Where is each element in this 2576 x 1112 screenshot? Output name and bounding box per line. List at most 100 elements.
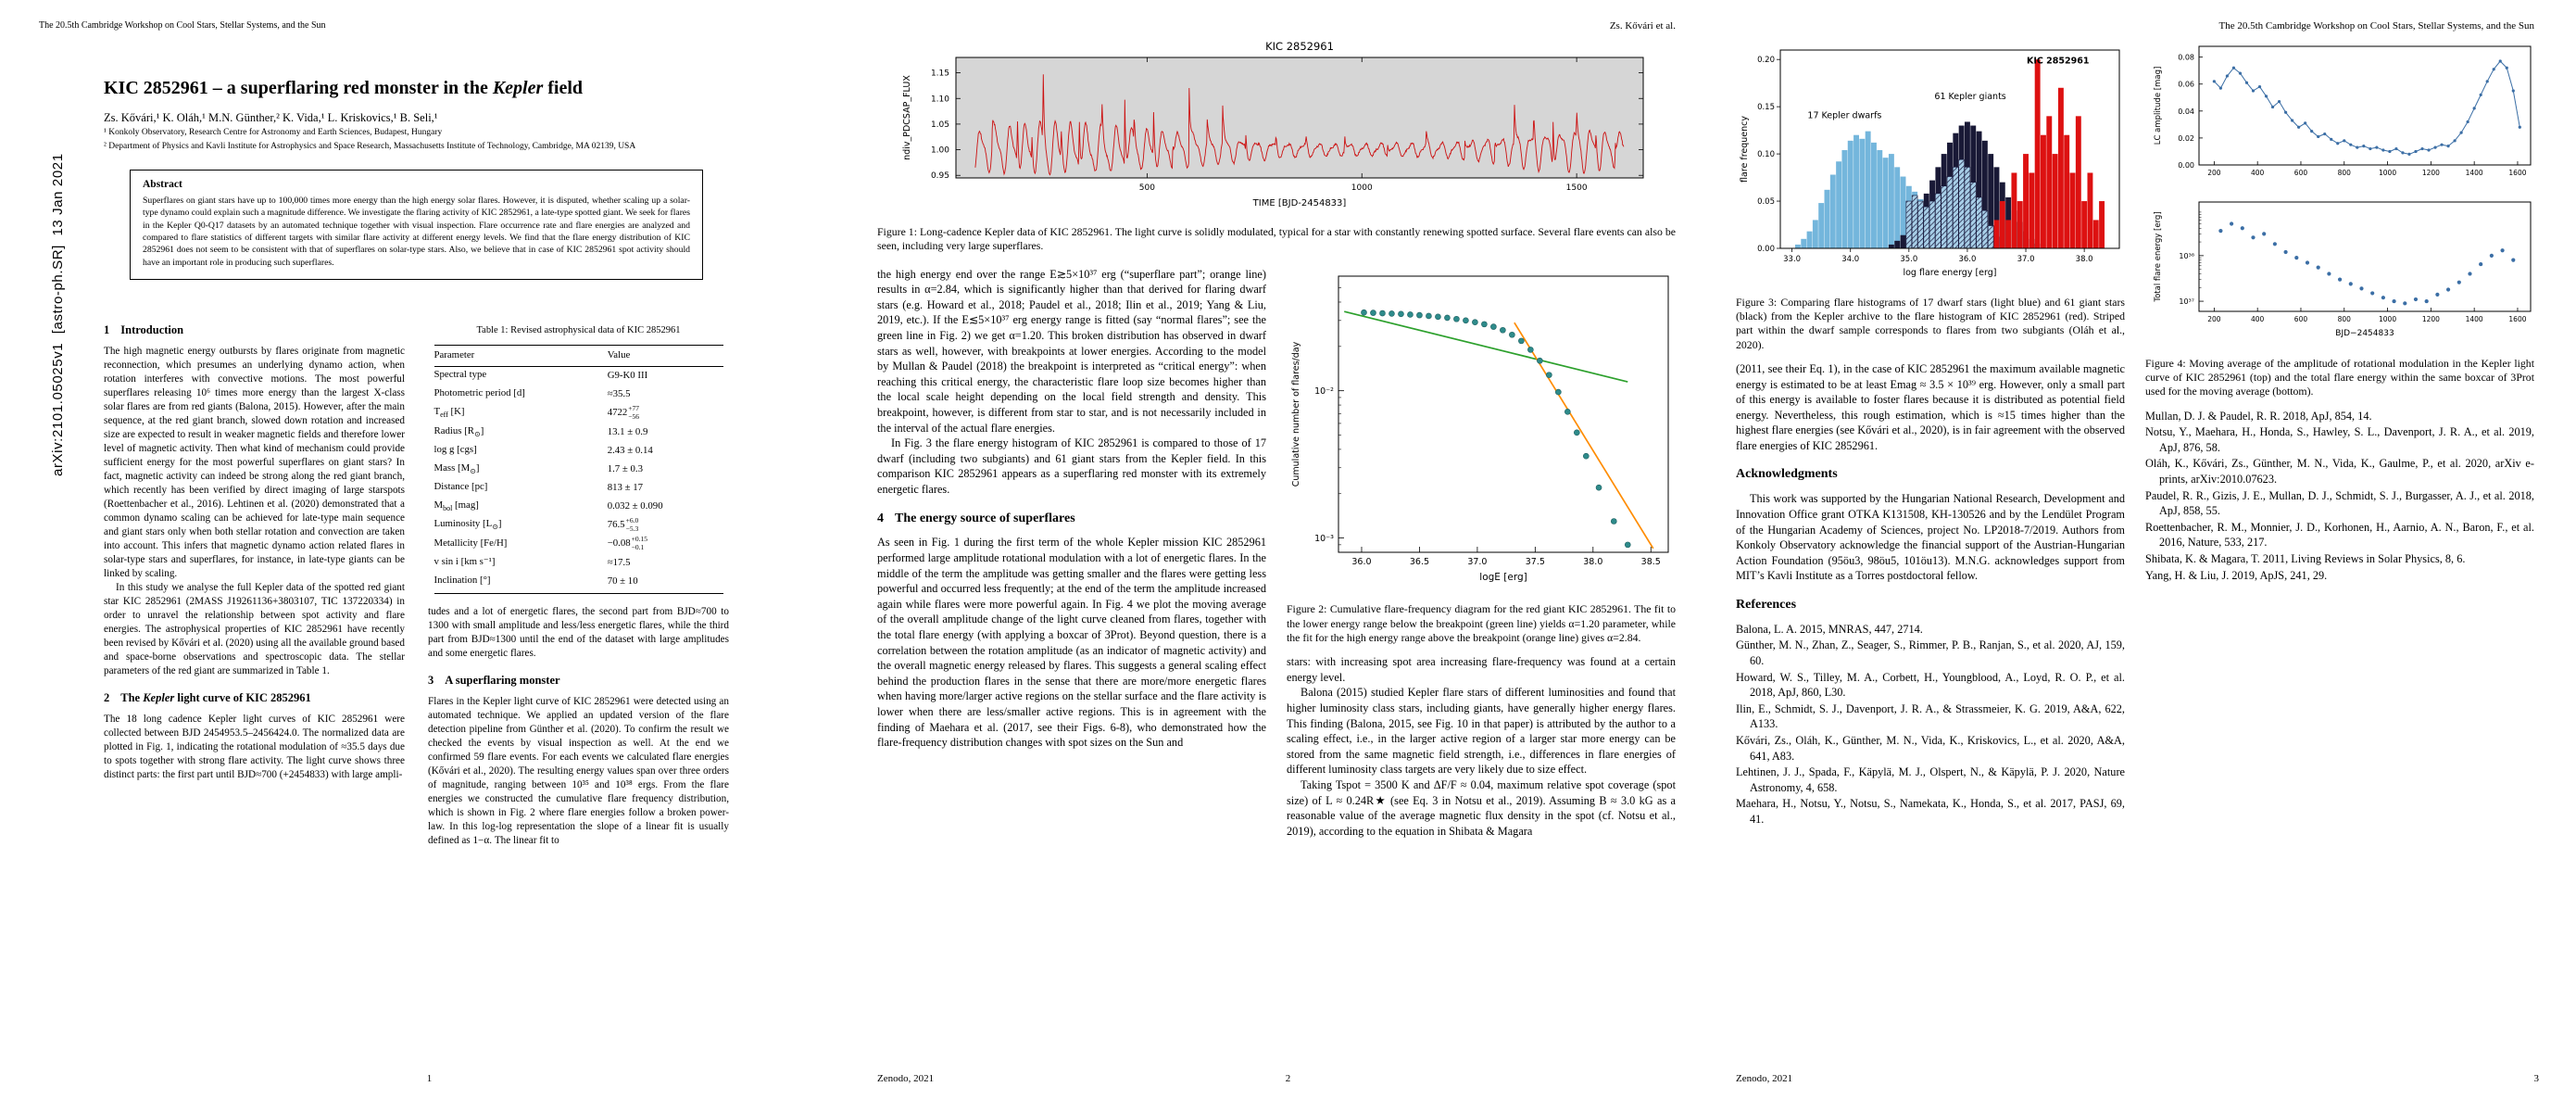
section-2-heading: 2 The Kepler light curve of KIC 2852961: [104, 690, 311, 704]
table-row: Teff [K] 4722 +77 −56: [434, 404, 640, 421]
table-row: log g [cgs] 2.43 ± 0.14: [434, 443, 653, 456]
running-header: Zs. Kővári et al.: [1609, 20, 1676, 32]
svg-text:1.10: 1.10: [931, 95, 949, 104]
svg-text:1000: 1000: [1351, 183, 1373, 193]
body-paragraph: In Fig. 3 the flare energy histogram of …: [877, 436, 1266, 496]
svg-text:1.15: 1.15: [931, 70, 949, 79]
svg-text:38.0: 38.0: [1583, 557, 1602, 567]
svg-text:1500: 1500: [1566, 183, 1588, 193]
reference-list-left: Balona, L. A. 2015, MNRAS, 447, 2714. Gü…: [1736, 622, 2125, 828]
svg-text:38.0: 38.0: [2076, 255, 2093, 264]
reference-item: Balona, L. A. 2015, MNRAS, 447, 2714.: [1736, 622, 1923, 636]
svg-text:0.02: 0.02: [2178, 134, 2194, 143]
two-column-area: 0.00 0.05 0.10 0.15 0.20 33.0 34.0 35.0 36.0 37.0…: [1736, 37, 2534, 828]
svg-text:flare frequency: flare frequency: [1740, 116, 1750, 183]
body-paragraph: This work was supported by the Hungarian…: [1736, 492, 2125, 583]
running-header: The 20.5th Cambridge Workshop on Cool St…: [2218, 20, 2534, 32]
abstract-text: Superflares on giant stars have up to 10…: [143, 195, 690, 268]
right-column: Table 1: Revised astrophysical data of K…: [428, 322, 729, 848]
svg-text:0.08: 0.08: [2178, 54, 2194, 62]
svg-text:0.04: 0.04: [2178, 107, 2194, 116]
svg-text:ndiv_PDCSAP_FLUX: ndiv_PDCSAP_FLUX: [902, 75, 912, 160]
page-number: 1: [426, 1073, 433, 1084]
svg-text:800: 800: [2338, 169, 2352, 177]
figure-4: 0.00 0.02 0.04 0.06 0.08 200 400 600 800 1000 1200…: [2145, 37, 2534, 399]
body-paragraph: The 18 long cadence Kepler light curves …: [104, 713, 405, 780]
table-1: Parameter Value Spectral type G9-K0 III P…: [434, 345, 723, 594]
svg-text:10⁻²: 10⁻²: [1314, 386, 1334, 397]
two-column-area: 1 Introduction The high magnetic energy o…: [104, 322, 729, 848]
table-row: Luminosity [L⊙] 76.5 +6.0 −5.3: [434, 515, 639, 533]
two-column-area: the high energy end over the range E≳5×1…: [877, 267, 1676, 840]
affiliation-2: ² Department of Physics and Kavli Instit…: [104, 141, 636, 151]
svg-text:500: 500: [1139, 183, 1155, 193]
svg-text:600: 600: [2294, 315, 2308, 323]
table-row: Photometric period [d] ≈35.5: [434, 387, 631, 400]
references-heading: References: [1736, 597, 1797, 612]
figure-3-canvas: 0.00 0.05 0.10 0.15 0.20 33.0 34.0 35.0 36.0 37.0…: [1736, 37, 2125, 290]
svg-text:10³⁸: 10³⁸: [2179, 252, 2194, 260]
svg-text:Cumulative number of flares/da: Cumulative number of flares/day: [1291, 341, 1301, 486]
body-paragraph: In this study we analyse the full Kepler…: [104, 581, 405, 676]
svg-text:10³⁷: 10³⁷: [2179, 297, 2194, 306]
table-row: Spectral type G9-K0 III: [434, 369, 648, 382]
figure-4-caption: Figure 4: Moving average of the amplitud…: [2145, 356, 2534, 398]
page-1-body: KIC 2852961 – a superflaring red monster…: [104, 78, 729, 848]
page-2-body: KIC 2852961 0.95 1.00 1.05 1.10 1.15 500 1000 15…: [877, 37, 1676, 839]
abstract-heading: Abstract: [143, 178, 182, 190]
reference-item: Paudel, R. R., Gizis, J. E., Mullan, D. …: [2145, 488, 2534, 518]
reference-item: Notsu, Y., Maehara, H., Honda, S., Hawle…: [2145, 425, 2534, 454]
left-column: 0.00 0.05 0.10 0.15 0.20 33.0 34.0 35.0 36.0 37.0…: [1736, 37, 2125, 828]
svg-text:17 Kepler dwarfs: 17 Kepler dwarfs: [1807, 110, 1881, 120]
table-1-caption: Table 1: Revised astrophysical data of K…: [476, 325, 681, 335]
svg-text:TIME [BJD-2454833]: TIME [BJD-2454833]: [1252, 198, 1347, 208]
reference-item: Howard, W. S., Tilley, M. A., Corbett, H…: [1736, 670, 2125, 700]
svg-text:38.5: 38.5: [1641, 557, 1661, 567]
svg-text:800: 800: [2338, 315, 2352, 323]
section-4-heading: 4 The energy source of superflares: [877, 511, 1075, 525]
svg-text:37.0: 37.0: [1467, 557, 1487, 567]
svg-text:200: 200: [2207, 315, 2221, 323]
reference-item: Mullan, D. J. & Paudel, R. R. 2018, ApJ,…: [2145, 409, 2372, 423]
svg-text:1000: 1000: [2379, 315, 2396, 323]
right-column: 0.00 0.02 0.04 0.06 0.08 200 400 600 800 1000 1200…: [2145, 37, 2534, 828]
table-row: Mass [M⊙] 1.7 ± 0.3: [434, 461, 644, 475]
table-col-value: Value: [607, 345, 723, 367]
body-paragraph: Taking Tspot = 3500 K and ΔF/F ≈ 0.04, m…: [1287, 777, 1676, 838]
svg-text:1.05: 1.05: [931, 120, 949, 130]
footer-zenodo: Zenodo, 2021: [877, 1073, 935, 1084]
paper-title: KIC 2852961 – a superflaring red monster…: [104, 78, 584, 98]
body-paragraph: stars: with increasing spot area increas…: [1287, 655, 1676, 684]
table-row: Mbol [mag] 0.032 ± 0.090: [434, 499, 663, 513]
figure-1-caption: Figure 1: Long-cadence Kepler data of KI…: [877, 225, 1676, 253]
page-3: The 20.5th Cambridge Workshop on Cool St…: [1717, 0, 2576, 1112]
svg-text:37.0: 37.0: [2017, 255, 2035, 264]
table-row: Inclination [°] 70 ± 10: [434, 572, 723, 594]
acknowledgments-heading: Acknowledgments: [1736, 467, 1838, 482]
svg-text:34.0: 34.0: [1841, 255, 1859, 264]
body-paragraph: Balona (2015) studied Kepler flare stars…: [1287, 686, 1676, 777]
svg-text:61 Kepler giants: 61 Kepler giants: [1934, 92, 2005, 102]
table-row: Distance [pc] 813 ± 17: [434, 480, 644, 494]
reference-item: Lehtinen, J. J., Spada, F., Käpylä, M. J…: [1736, 765, 2125, 794]
svg-text:0.15: 0.15: [1757, 103, 1775, 112]
figure-2: 10⁻² 10⁻³ 36.0 36.5 37.0 37.5 38.0 38.5 logE [er…: [1287, 267, 1676, 646]
body-paragraph: (2011, see their Eq. 1), in the case of …: [1736, 361, 2125, 452]
svg-text:35.0: 35.0: [1900, 255, 1917, 264]
reference-item: Shibata, K. & Magara, T. 2011, Living Re…: [2145, 551, 2466, 565]
page-number: 2: [1285, 1073, 1291, 1084]
svg-text:KIC 2852961: KIC 2852961: [2027, 56, 2089, 66]
arxiv-banner: arXiv:2101.05025v1 [astro-ph.SR] 13 Jan …: [50, 153, 66, 476]
svg-text:400: 400: [2251, 169, 2265, 177]
svg-text:36.0: 36.0: [1351, 557, 1371, 567]
svg-text:1600: 1600: [2508, 169, 2526, 177]
table-row: v sin i [km s⁻¹] ≈17.5: [434, 555, 631, 569]
svg-text:log flare energy [erg]: log flare energy [erg]: [1903, 268, 1996, 278]
svg-text:37.5: 37.5: [1526, 557, 1545, 567]
svg-text:0.10: 0.10: [1757, 150, 1775, 159]
svg-text:1600: 1600: [2508, 315, 2526, 323]
svg-text:LC amplitude [mag]: LC amplitude [mag]: [2154, 67, 2163, 145]
table-row: Radius [R⊙] 13.1 ± 0.9: [434, 424, 648, 438]
reference-item: Maehara, H., Notsu, Y., Notsu, S., Namek…: [1736, 797, 2125, 826]
